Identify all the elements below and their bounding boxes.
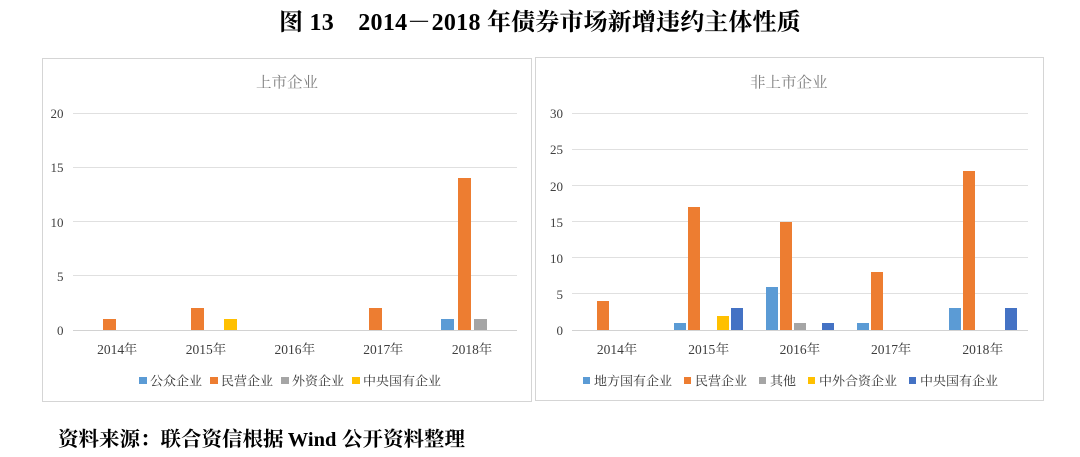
y-axis-label: 15 <box>550 214 563 230</box>
legend-item <box>758 374 796 387</box>
x-axis-label: 2015 <box>186 342 227 356</box>
non-listed-companies-chart-panel: 0 5 10 15 20 25 30 2014 2015 2016 2017 2018 <box>534 57 1044 401</box>
x-axis-label: 2018 <box>962 342 1003 356</box>
x-axis-label: 2016 <box>275 342 316 356</box>
bar-2015年-s1 <box>688 207 701 330</box>
legend-label <box>292 374 344 387</box>
bar-2014年-s1 <box>597 301 610 330</box>
x-axis-label: 2015 <box>688 342 729 356</box>
bar-2015年-s3 <box>716 315 729 330</box>
legend-item <box>281 374 344 387</box>
legend-swatch <box>807 376 815 385</box>
bar-2018年-s1 <box>457 178 471 330</box>
bar-2017年-s1 <box>368 308 382 330</box>
legend-label <box>363 374 441 387</box>
x-axis-label: 2014 <box>597 342 638 356</box>
x-axis-line <box>73 329 517 331</box>
bar-2016年-s4 <box>822 322 834 330</box>
bar-2015年-s4 <box>730 308 743 330</box>
bar-2015年-s3 <box>223 319 237 330</box>
x-axis-label: 2014 <box>97 342 138 356</box>
bar-2017年-s0 <box>857 322 870 330</box>
legend-label <box>920 374 998 387</box>
gridline <box>73 112 517 114</box>
y-axis-label: 0 <box>57 323 64 338</box>
legend-swatch <box>582 376 590 385</box>
bar-2016年-s2 <box>793 322 806 330</box>
x-axis-label: 2018 <box>452 342 493 356</box>
bar-2015年-s0 <box>674 322 687 330</box>
bar-2014年-s1 <box>102 319 116 330</box>
gridline <box>571 257 1029 259</box>
gridline <box>571 148 1029 150</box>
y-axis-label: 15 <box>50 160 64 176</box>
bar-2015年-s1 <box>191 308 205 330</box>
legend-item <box>139 374 202 387</box>
legend-item <box>352 374 441 387</box>
legend-swatch <box>908 376 916 385</box>
bar-2016年-s1 <box>779 221 792 330</box>
legend-item <box>908 374 998 387</box>
legend-label <box>695 374 747 387</box>
legend-swatch <box>683 376 691 385</box>
gridline <box>571 221 1029 223</box>
chart-legend <box>537 374 1044 387</box>
non-listed-chart-title <box>536 74 1043 91</box>
bar-2018年-s1 <box>962 171 975 330</box>
x-axis-line <box>571 329 1029 331</box>
legend-label <box>819 374 897 387</box>
source-note: Wind <box>58 428 465 452</box>
x-axis-label: 2016 <box>780 342 821 356</box>
y-axis-label: 0 <box>556 323 564 338</box>
legend-swatch <box>281 376 289 385</box>
legend-label <box>221 374 273 387</box>
figure-title: 13 2014 2018 <box>0 9 1080 36</box>
legend-item <box>210 374 273 387</box>
listed-companies-chart-panel: 0 5 10 15 20 2014 2015 2016 2017 2018 <box>41 57 535 402</box>
legend-item <box>582 374 672 387</box>
y-axis-label: 30 <box>550 106 563 122</box>
gridline <box>73 275 517 277</box>
legend-swatch <box>352 376 360 385</box>
chart-legend <box>46 374 535 387</box>
gridline <box>73 221 517 223</box>
gridline <box>571 185 1029 187</box>
listed-chart-title <box>43 74 532 91</box>
bar-2018年-s2 <box>473 319 487 330</box>
y-axis-label: 10 <box>50 214 64 230</box>
y-axis-label: 20 <box>550 178 563 194</box>
bar-2018年-s0 <box>948 308 961 330</box>
y-axis-label: 5 <box>556 286 564 302</box>
y-axis-label: 5 <box>57 268 64 284</box>
legend-label <box>770 374 796 387</box>
legend-label <box>150 374 202 387</box>
legend-swatch <box>139 376 147 385</box>
legend-item <box>683 374 747 387</box>
legend-label <box>593 374 672 387</box>
gridline <box>571 112 1029 114</box>
gridline <box>571 293 1029 295</box>
y-axis-label: 10 <box>550 250 563 266</box>
bar-2018年-s4 <box>1004 308 1017 330</box>
gridline <box>73 166 517 168</box>
bar-2016年-s0 <box>765 286 778 330</box>
legend-item <box>807 374 897 387</box>
bar-2018年-s0 <box>441 319 455 330</box>
legend-swatch <box>210 376 218 385</box>
y-axis-label: 20 <box>50 106 64 122</box>
legend-swatch <box>758 376 766 385</box>
y-axis-label: 25 <box>550 142 563 158</box>
bar-2017年-s1 <box>871 272 884 330</box>
x-axis-label: 2017 <box>871 342 912 356</box>
x-axis-label: 2017 <box>363 342 404 356</box>
